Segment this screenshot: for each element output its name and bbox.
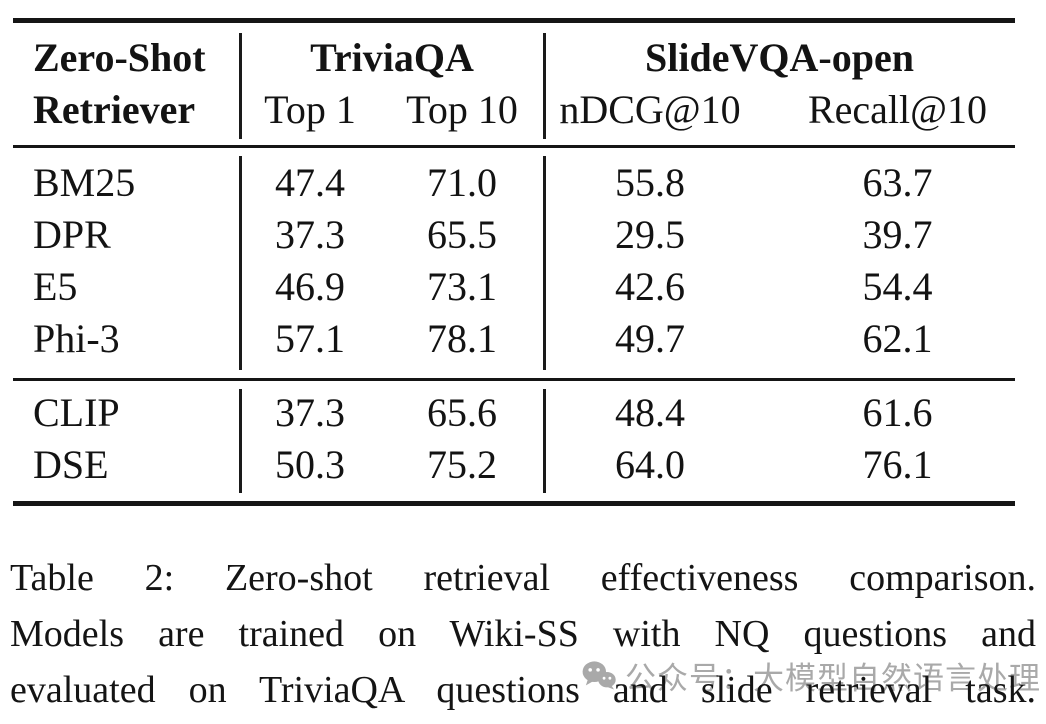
caption-line-2: Models are trained on Wiki-SS with NQ qu… xyxy=(10,613,1036,655)
col-header-top1: Top 1 xyxy=(264,87,356,132)
row-label-e5: E5 xyxy=(33,264,78,309)
col-header-zero-shot: Zero-Shot xyxy=(33,35,206,80)
cell-dse-top10: 75.2 xyxy=(427,442,497,487)
caption-line-3: evaluated on TriviaQA questions and slid… xyxy=(10,669,1036,711)
cell-clip-ndcg10: 48.4 xyxy=(615,390,685,435)
col-header-recall10: Recall@10 xyxy=(807,87,987,132)
body2-divider-2 xyxy=(543,389,546,493)
caption-line-1: Table 2: Zero-shot retrieval effectivene… xyxy=(10,557,1036,599)
col-header-ndcg10: nDCG@10 xyxy=(559,87,741,132)
cell-dpr-top10: 65.5 xyxy=(427,212,497,257)
cell-phi3-recall10: 62.1 xyxy=(862,316,933,361)
cell-phi3-top1: 57.1 xyxy=(275,316,345,361)
cell-clip-top10: 65.6 xyxy=(427,390,497,435)
cell-clip-top1: 37.3 xyxy=(275,390,345,435)
header-divider-1 xyxy=(239,33,242,139)
cell-bm25-top10: 71.0 xyxy=(427,160,497,205)
col-group-slidevqa-open: SlideVQA-open xyxy=(645,35,914,80)
body1-divider-1 xyxy=(239,156,242,370)
row-label-phi3: Phi-3 xyxy=(33,316,120,361)
cell-e5-ndcg10: 42.6 xyxy=(615,264,685,309)
col-group-triviaqa: TriviaQA xyxy=(310,35,474,80)
cell-phi3-ndcg10: 49.7 xyxy=(615,316,685,361)
cell-bm25-ndcg10: 55.8 xyxy=(615,160,685,205)
body2-divider-1 xyxy=(239,389,242,493)
row-label-clip: CLIP xyxy=(33,390,120,435)
cell-e5-top10: 73.1 xyxy=(427,264,497,309)
cell-dpr-recall10: 39.7 xyxy=(862,212,933,257)
table-caption: Table 2: Zero-shot retrieval effectivene… xyxy=(10,550,1036,718)
table-body-visual-retrievers: CLIP 37.3 65.6 48.4 61.6 DSE 50.3 75.2 6… xyxy=(13,381,1015,501)
cell-clip-recall10: 61.6 xyxy=(862,390,933,435)
cell-dpr-ndcg10: 29.5 xyxy=(615,212,685,257)
col-header-top10: Top 10 xyxy=(406,87,518,132)
cell-dse-ndcg10: 64.0 xyxy=(615,442,685,487)
results-table: Zero-Shot TriviaQA SlideVQA-open Retriev… xyxy=(13,18,1015,506)
cell-dse-recall10: 76.1 xyxy=(862,442,933,487)
body1-divider-2 xyxy=(543,156,546,370)
header-divider-2 xyxy=(543,33,546,139)
wechat-icon xyxy=(582,660,616,690)
wechat-watermark: 公众号：大模型自然语言处理 xyxy=(582,655,1041,697)
cell-e5-recall10: 54.4 xyxy=(862,264,933,309)
col-header-retriever: Retriever xyxy=(33,87,196,132)
cell-bm25-top1: 47.4 xyxy=(275,160,345,205)
table-header: Zero-Shot TriviaQA SlideVQA-open Retriev… xyxy=(13,23,1015,148)
table-body-text-retrievers: BM25 47.4 71.0 55.8 63.7 DPR 37.3 65.5 2… xyxy=(13,148,1015,381)
cell-phi3-top10: 78.1 xyxy=(427,316,497,361)
cell-bm25-recall10: 63.7 xyxy=(862,160,933,205)
row-label-bm25: BM25 xyxy=(33,160,136,205)
row-label-dse: DSE xyxy=(33,442,109,487)
row-label-dpr: DPR xyxy=(33,212,111,257)
cell-dpr-top1: 37.3 xyxy=(275,212,345,257)
watermark-text: 公众号：大模型自然语言处理 xyxy=(625,660,1041,697)
cell-dse-top1: 50.3 xyxy=(275,442,345,487)
cell-e5-top1: 46.9 xyxy=(275,264,345,309)
